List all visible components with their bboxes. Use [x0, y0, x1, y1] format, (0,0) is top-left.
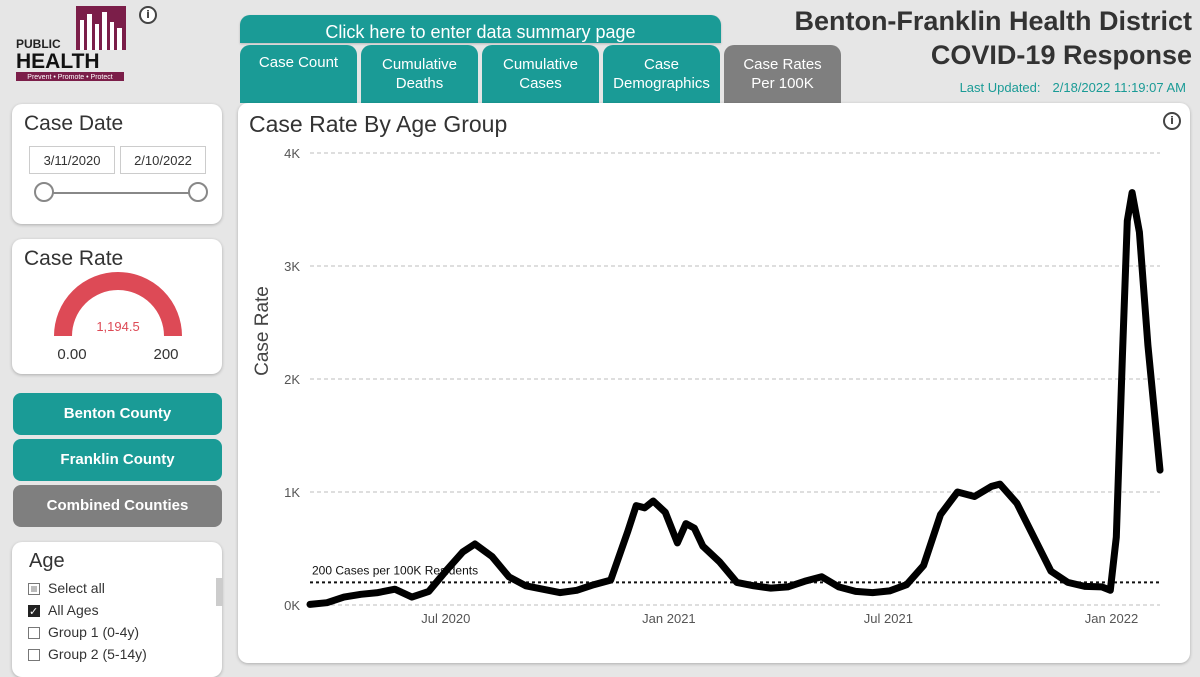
- checkbox-icon[interactable]: [28, 627, 40, 639]
- date-slider-track[interactable]: [44, 192, 198, 194]
- logo-line2: HEALTH: [16, 50, 100, 73]
- age-option-all-ages[interactable]: All Ages: [28, 601, 99, 621]
- age-filter: Age Select all All Ages Group 1 (0-4y) G…: [12, 542, 223, 677]
- y-tick-label: 1K: [284, 485, 300, 500]
- tab-case-count[interactable]: Case Count: [240, 45, 357, 103]
- age-option-label: Group 1 (0-4y): [48, 624, 140, 640]
- reference-line-label: 200 Cases per 100K Residents: [312, 563, 478, 577]
- checkbox-checked-icon[interactable]: [28, 603, 40, 621]
- case-rate-gauge-card: Case Rate 1,194.5 0.00 200: [12, 239, 222, 374]
- checkbox-icon[interactable]: [28, 649, 40, 661]
- logo-tagline: Prevent • Promote • Protect: [27, 74, 112, 81]
- case-date-title: Case Date: [24, 112, 124, 135]
- chart-info-icon[interactable]: i: [1163, 112, 1181, 130]
- age-option-label: Select all: [48, 580, 105, 596]
- date-slider-start-handle[interactable]: [34, 182, 54, 202]
- last-updated-label: Last Updated:: [959, 80, 1041, 95]
- checkbox-icon[interactable]: [28, 583, 40, 595]
- gauge-min-label: 0.00: [57, 346, 86, 363]
- case-date-filter: Case Date 3/11/2020 2/10/2022: [12, 104, 222, 224]
- age-option-label: Group 2 (5-14y): [48, 646, 147, 662]
- y-tick-label: 2K: [284, 372, 300, 387]
- combined-counties-button[interactable]: Combined Counties: [13, 485, 222, 527]
- case-rate-title: Case Rate: [24, 247, 124, 270]
- age-list-scrollbar[interactable]: [216, 578, 223, 606]
- title-line1: Benton-Franklin Health District: [794, 6, 1192, 36]
- y-tick-label: 3K: [284, 259, 300, 274]
- y-tick-label: 0K: [284, 598, 300, 613]
- case-rate-line-chart: Case Rate 0K 1K 2K 3K 4K 200 Cases per 100K …: [252, 146, 1164, 626]
- data-summary-button[interactable]: Click here to enter data summary page: [240, 15, 721, 43]
- x-tick-label: Jul 2020: [421, 611, 470, 626]
- tab-case-rates-per-100k[interactable]: Case Rates Per 100K: [724, 45, 841, 103]
- title-line2: COVID-19 Response: [930, 40, 1192, 70]
- franklin-county-button[interactable]: Franklin County: [13, 439, 222, 481]
- gauge-max-label: 200: [153, 346, 178, 363]
- start-date-input[interactable]: 3/11/2020: [29, 146, 115, 174]
- tab-cumulative-cases[interactable]: Cumulative Cases: [482, 45, 599, 103]
- last-updated: Last Updated: 2/18/2022 11:19:07 AM: [960, 80, 1186, 95]
- end-date-input[interactable]: 2/10/2022: [120, 146, 206, 174]
- y-axis-label: Case Rate: [252, 286, 273, 376]
- last-updated-value: 2/18/2022 11:19:07 AM: [1052, 80, 1186, 95]
- age-filter-title: Age: [29, 550, 65, 572]
- age-option-label: All Ages: [48, 602, 99, 618]
- chart-title: Case Rate By Age Group: [249, 111, 508, 137]
- gauge-value: 1,194.5: [96, 319, 139, 334]
- y-tick-label: 4K: [284, 146, 300, 161]
- age-option-group-2[interactable]: Group 2 (5-14y): [28, 645, 147, 663]
- date-slider-end-handle[interactable]: [188, 182, 208, 202]
- age-option-select-all[interactable]: Select all: [28, 579, 105, 597]
- logo-line1: PUBLIC: [16, 37, 61, 51]
- public-health-logo: PUBLIC HEALTH Prevent • Promote • Protec…: [14, 6, 126, 84]
- age-option-group-1[interactable]: Group 1 (0-4y): [28, 623, 139, 641]
- tab-case-demographics[interactable]: Case Demographics: [603, 45, 720, 103]
- tab-cumulative-deaths[interactable]: Cumulative Deaths: [361, 45, 478, 103]
- benton-county-button[interactable]: Benton County: [13, 393, 222, 435]
- page-title: Benton-Franklin Health District COVID-19…: [794, 4, 1192, 72]
- x-tick-label: Jan 2021: [642, 611, 696, 626]
- case-rate-series-line: [306, 189, 1164, 608]
- x-tick-label: Jan 2022: [1085, 611, 1139, 626]
- x-tick-label: Jul 2021: [864, 611, 913, 626]
- info-icon[interactable]: i: [139, 6, 157, 24]
- case-rate-chart-card: Case Rate By Age Group i Case Rate 0K 1K 2…: [238, 103, 1190, 663]
- case-rate-gauge: 1,194.5 0.00 200: [54, 272, 182, 363]
